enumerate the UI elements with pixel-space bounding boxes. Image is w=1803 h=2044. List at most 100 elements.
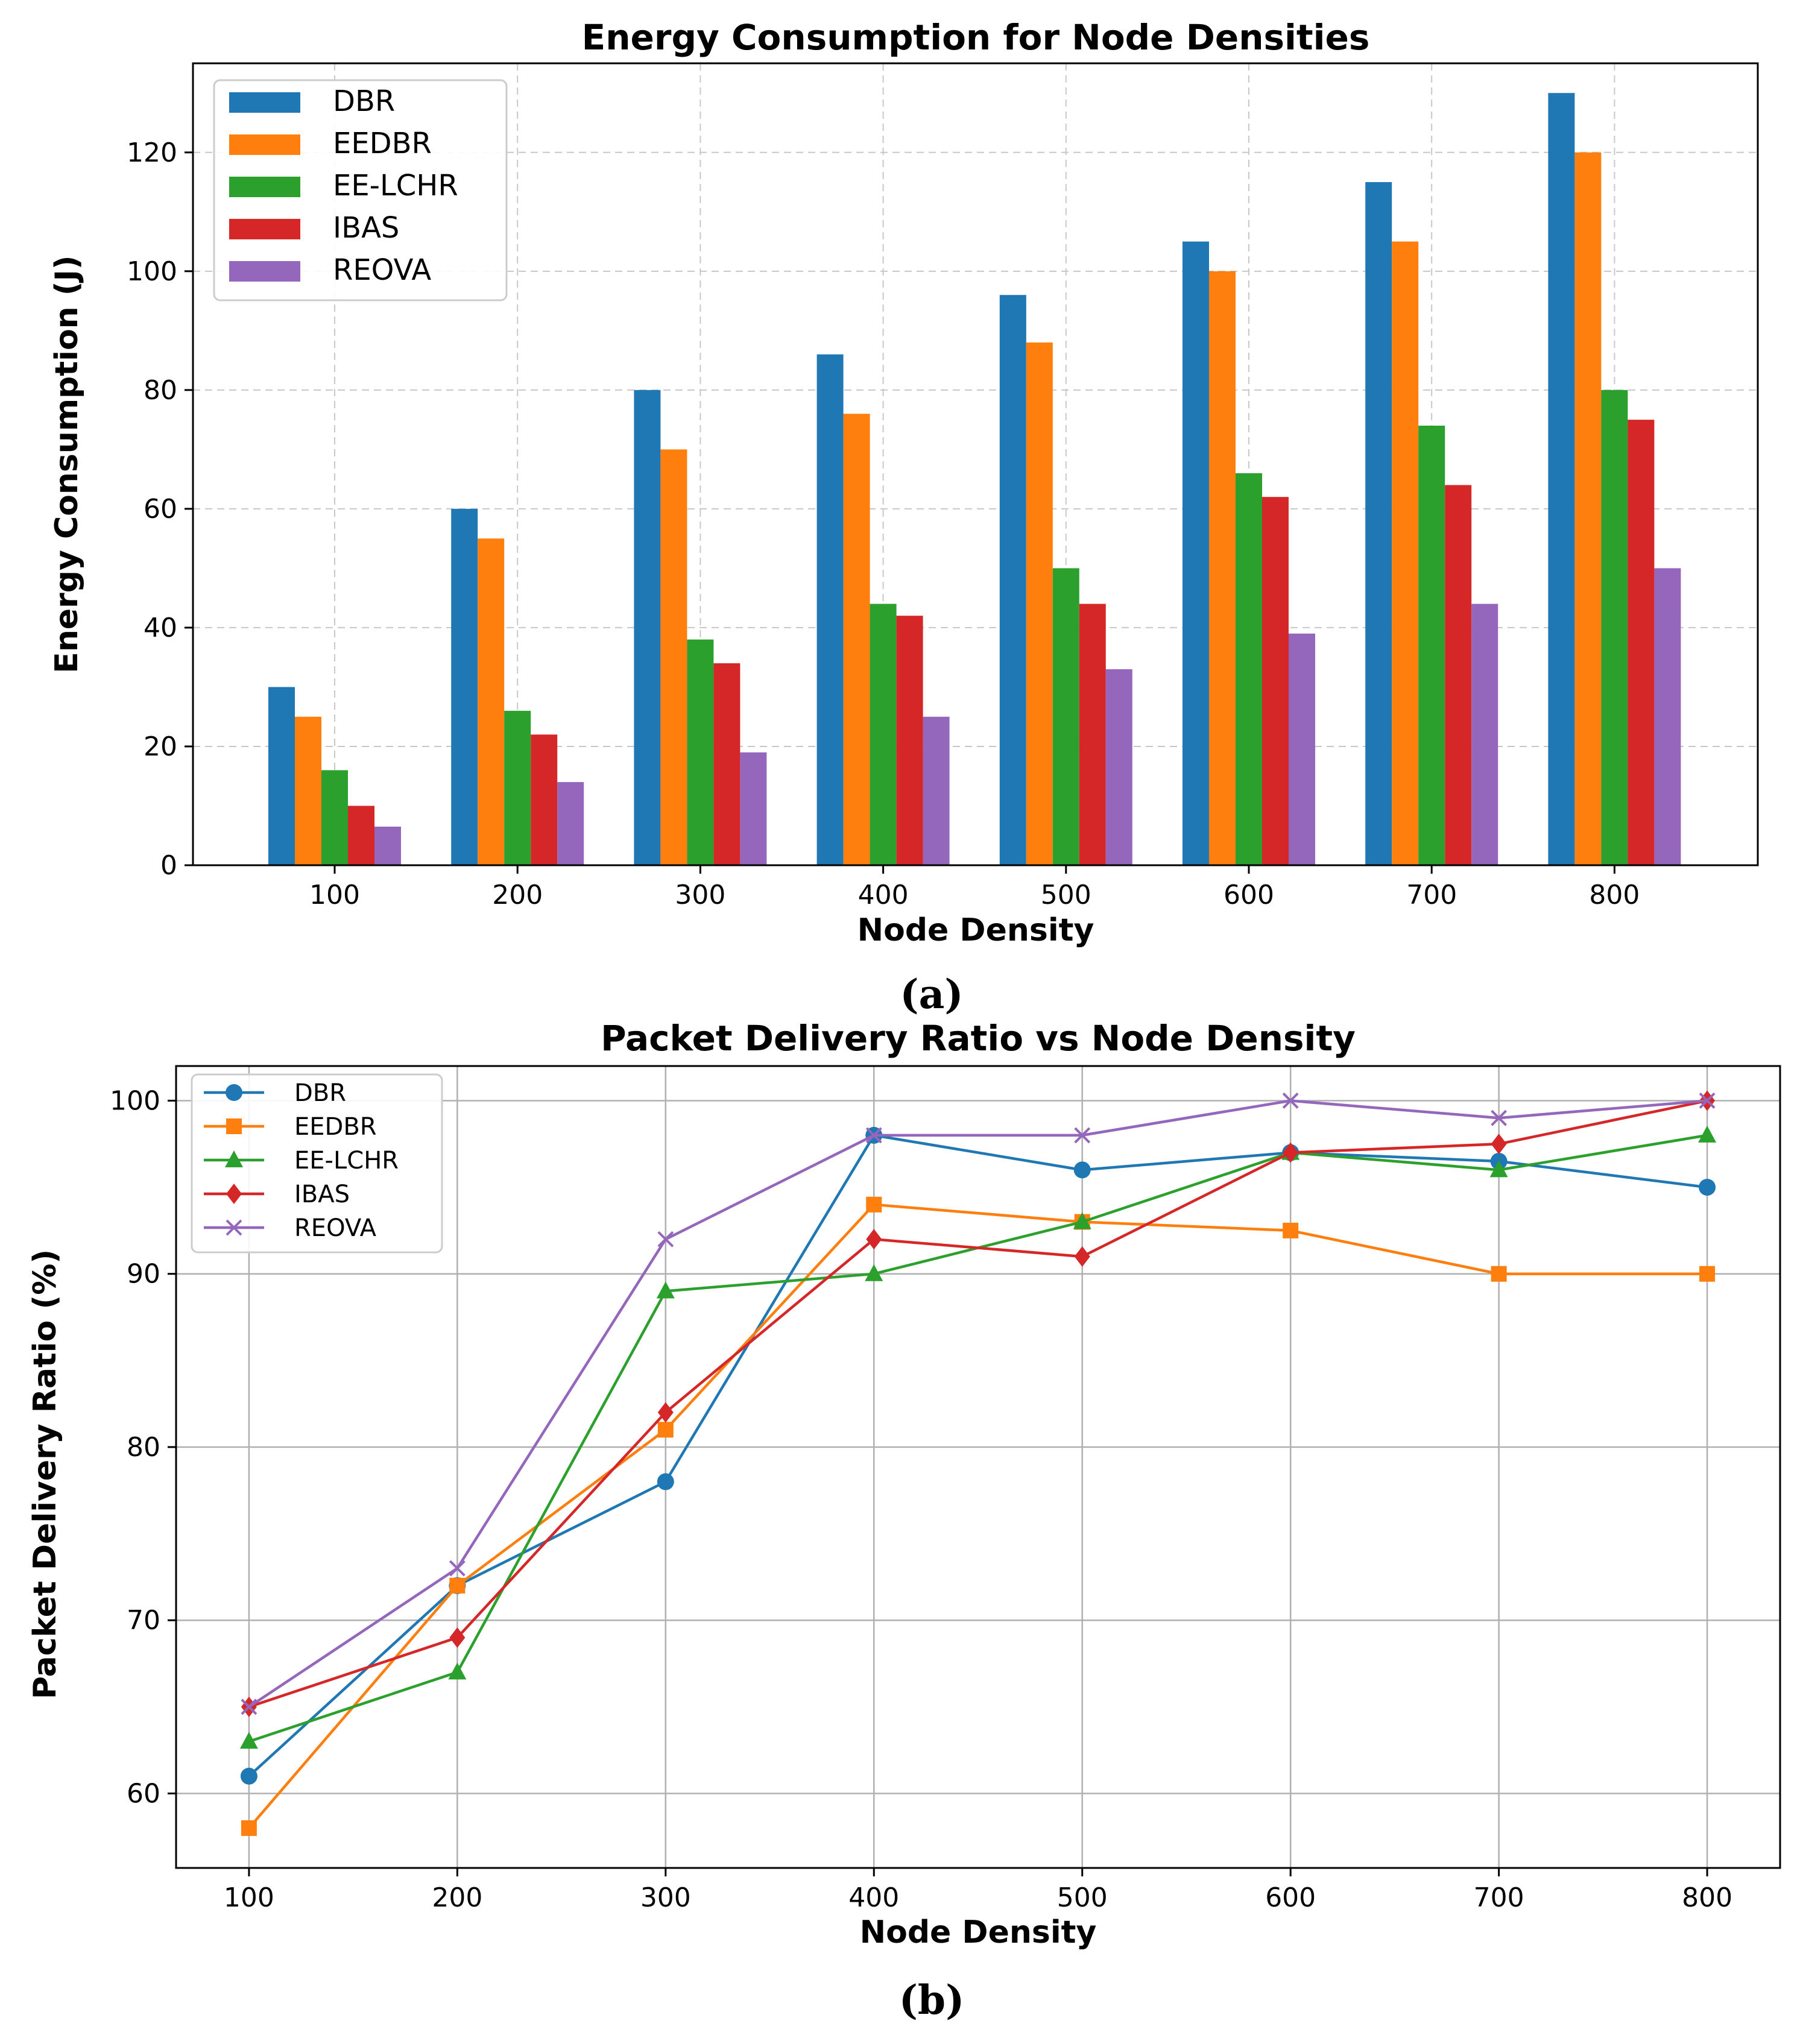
pdr-point-eedbr-600 bbox=[1283, 1222, 1299, 1238]
pdr-point-ibas-400 bbox=[866, 1229, 882, 1250]
pdr-line-eedbr bbox=[248, 1203, 1708, 1829]
pdr-point-ibas-700 bbox=[1491, 1134, 1507, 1155]
energy-y-tick-label: 80 bbox=[144, 375, 177, 406]
energy-bar-eedbr-400 bbox=[843, 414, 870, 865]
energy-x-tick-label: 600 bbox=[1224, 880, 1274, 910]
pdr-point-ibas-500 bbox=[1074, 1246, 1090, 1267]
energy-x-tick-label: 400 bbox=[858, 880, 909, 910]
pdr-legend-item-dbr: DBR bbox=[204, 1079, 346, 1107]
pdr-x-tick-label: 700 bbox=[1474, 1882, 1524, 1913]
pdr-legend-marker-reova bbox=[226, 1219, 242, 1236]
energy-bar-ibas-300 bbox=[713, 663, 740, 865]
energy-bars bbox=[268, 93, 1681, 865]
panel-b-caption: (b) bbox=[899, 1976, 965, 2023]
energy-x-tick-label: 100 bbox=[309, 880, 360, 910]
energy-y-tick-label: 0 bbox=[160, 850, 177, 881]
energy-bar-eedbr-700 bbox=[1392, 241, 1419, 865]
pdr-x-tick-label: 200 bbox=[432, 1882, 482, 1913]
energy-legend-swatch-ee-lchr bbox=[229, 177, 300, 197]
energy-bar-dbr-300 bbox=[634, 390, 661, 865]
pdr-ticks: 60 70 80 90 100 100 200 300 400 500 600 700 800 bbox=[110, 1085, 1732, 1913]
pdr-point-ee-lchr-500 bbox=[1073, 1212, 1091, 1229]
energy-series-eedbr bbox=[295, 152, 1602, 865]
pdr-y-tick-label: 100 bbox=[110, 1085, 160, 1116]
pdr-x-tick-label: 300 bbox=[640, 1882, 691, 1913]
pdr-plot-frame bbox=[175, 1065, 1781, 1869]
pdr-point-dbr-300 bbox=[657, 1473, 674, 1490]
energy-bar-reova-500 bbox=[1105, 669, 1132, 865]
energy-x-tick-label: 800 bbox=[1589, 880, 1640, 910]
energy-legend-swatch-dbr bbox=[229, 92, 300, 113]
energy-bar-ee-lchr-200 bbox=[504, 710, 531, 865]
energy-legend-item-dbr: DBR bbox=[229, 84, 395, 118]
energy-x-axis-label: Node Density bbox=[857, 912, 1094, 948]
pdr-point-ibas-300 bbox=[657, 1402, 674, 1423]
pdr-y-tick-label: 80 bbox=[127, 1432, 160, 1463]
energy-bar-dbr-700 bbox=[1365, 182, 1392, 865]
pdr-line-reova bbox=[248, 1099, 1708, 1708]
energy-legend-label-reova: REOVA bbox=[333, 253, 431, 287]
energy-legend-item-eedbr: EEDBR bbox=[229, 127, 432, 160]
pdr-point-reova-700 bbox=[1491, 1109, 1508, 1126]
pdr-legend-label-reova: REOVA bbox=[294, 1214, 377, 1242]
pdr-point-eedbr-800 bbox=[1699, 1266, 1716, 1282]
pdr-point-dbr-500 bbox=[1073, 1161, 1091, 1179]
pdr-line-dbr bbox=[248, 1134, 1708, 1777]
energy-bar-ibas-100 bbox=[348, 806, 374, 865]
energy-bar-eedbr-800 bbox=[1574, 152, 1602, 865]
energy-bar-dbr-800 bbox=[1548, 93, 1575, 865]
pdr-point-dbr-800 bbox=[1699, 1179, 1716, 1196]
energy-bar-eedbr-100 bbox=[295, 716, 321, 865]
pdr-legend-marker-ibas bbox=[226, 1184, 242, 1204]
pdr-lines bbox=[239, 1090, 1717, 1836]
energy-bar-ibas-800 bbox=[1628, 420, 1655, 865]
pdr-x-tick-label: 600 bbox=[1265, 1882, 1316, 1913]
pdr-point-ee-lchr-100 bbox=[239, 1732, 258, 1749]
energy-bar-ee-lchr-700 bbox=[1418, 425, 1445, 865]
panel-a-caption: (a) bbox=[900, 971, 963, 1018]
pdr-x-axis-label: Node Density bbox=[860, 1914, 1097, 1951]
energy-bar-reova-600 bbox=[1289, 633, 1315, 865]
pdr-legend-label-ibas: IBAS bbox=[294, 1181, 350, 1208]
energy-bar-ibas-200 bbox=[531, 734, 558, 865]
pdr-y-tick-label: 90 bbox=[127, 1259, 160, 1290]
pdr-series-reova bbox=[241, 1093, 1716, 1715]
pdr-point-dbr-100 bbox=[240, 1767, 257, 1785]
energy-bar-dbr-500 bbox=[999, 295, 1026, 865]
energy-legend-label-dbr: DBR bbox=[333, 84, 395, 118]
pdr-point-ee-lchr-300 bbox=[656, 1281, 675, 1299]
energy-series-reova bbox=[374, 568, 1681, 865]
energy-y-axis-label: Energy Consumption (J) bbox=[49, 255, 85, 673]
energy-bar-ee-lchr-400 bbox=[870, 604, 897, 865]
energy-bar-ee-lchr-800 bbox=[1601, 390, 1628, 865]
pdr-chart-title: Packet Delivery Ratio vs Node Density bbox=[601, 1018, 1356, 1059]
energy-plot-frame bbox=[192, 62, 1759, 866]
energy-legend-label-eedbr: EEDBR bbox=[333, 127, 432, 160]
pdr-legend-marker-dbr bbox=[226, 1084, 242, 1101]
energy-y-tick-label: 40 bbox=[144, 613, 177, 643]
energy-x-tick-label: 500 bbox=[1041, 880, 1091, 910]
energy-legend: DBR EEDBR EE-LCHR IBAS REOVA bbox=[213, 79, 508, 301]
pdr-point-reova-100 bbox=[241, 1699, 257, 1715]
energy-legend-swatch-eedbr bbox=[229, 134, 300, 155]
energy-legend-item-ibas: IBAS bbox=[229, 211, 399, 245]
pdr-legend-item-ee-lchr: EE-LCHR bbox=[204, 1147, 399, 1175]
pdr-point-eedbr-300 bbox=[657, 1422, 674, 1438]
pdr-point-ee-lchr-700 bbox=[1489, 1160, 1508, 1178]
energy-x-tick-label: 700 bbox=[1406, 880, 1457, 910]
pdr-x-tick-label: 800 bbox=[1682, 1882, 1732, 1913]
energy-bar-reova-700 bbox=[1471, 604, 1498, 865]
pdr-point-reova-500 bbox=[1074, 1127, 1091, 1144]
pdr-x-tick-label: 500 bbox=[1057, 1882, 1108, 1913]
energy-series-ibas bbox=[348, 420, 1655, 865]
pdr-legend-label-dbr: DBR bbox=[294, 1079, 346, 1107]
energy-y-tick-label: 120 bbox=[127, 137, 177, 168]
packet-delivery-chart: 60 70 80 90 100 100 200 300 400 500 600 700 800 Pack… bbox=[27, 1018, 1781, 2023]
pdr-legend-label-eedbr: EEDBR bbox=[294, 1113, 377, 1141]
pdr-point-ibas-200 bbox=[449, 1627, 466, 1648]
energy-series-ee-lchr bbox=[321, 390, 1628, 865]
energy-bar-ee-lchr-600 bbox=[1236, 473, 1262, 865]
pdr-legend: DBR EEDBR EE-LCHR IBAS REOVA bbox=[191, 1073, 443, 1254]
pdr-point-reova-600 bbox=[1282, 1093, 1299, 1109]
